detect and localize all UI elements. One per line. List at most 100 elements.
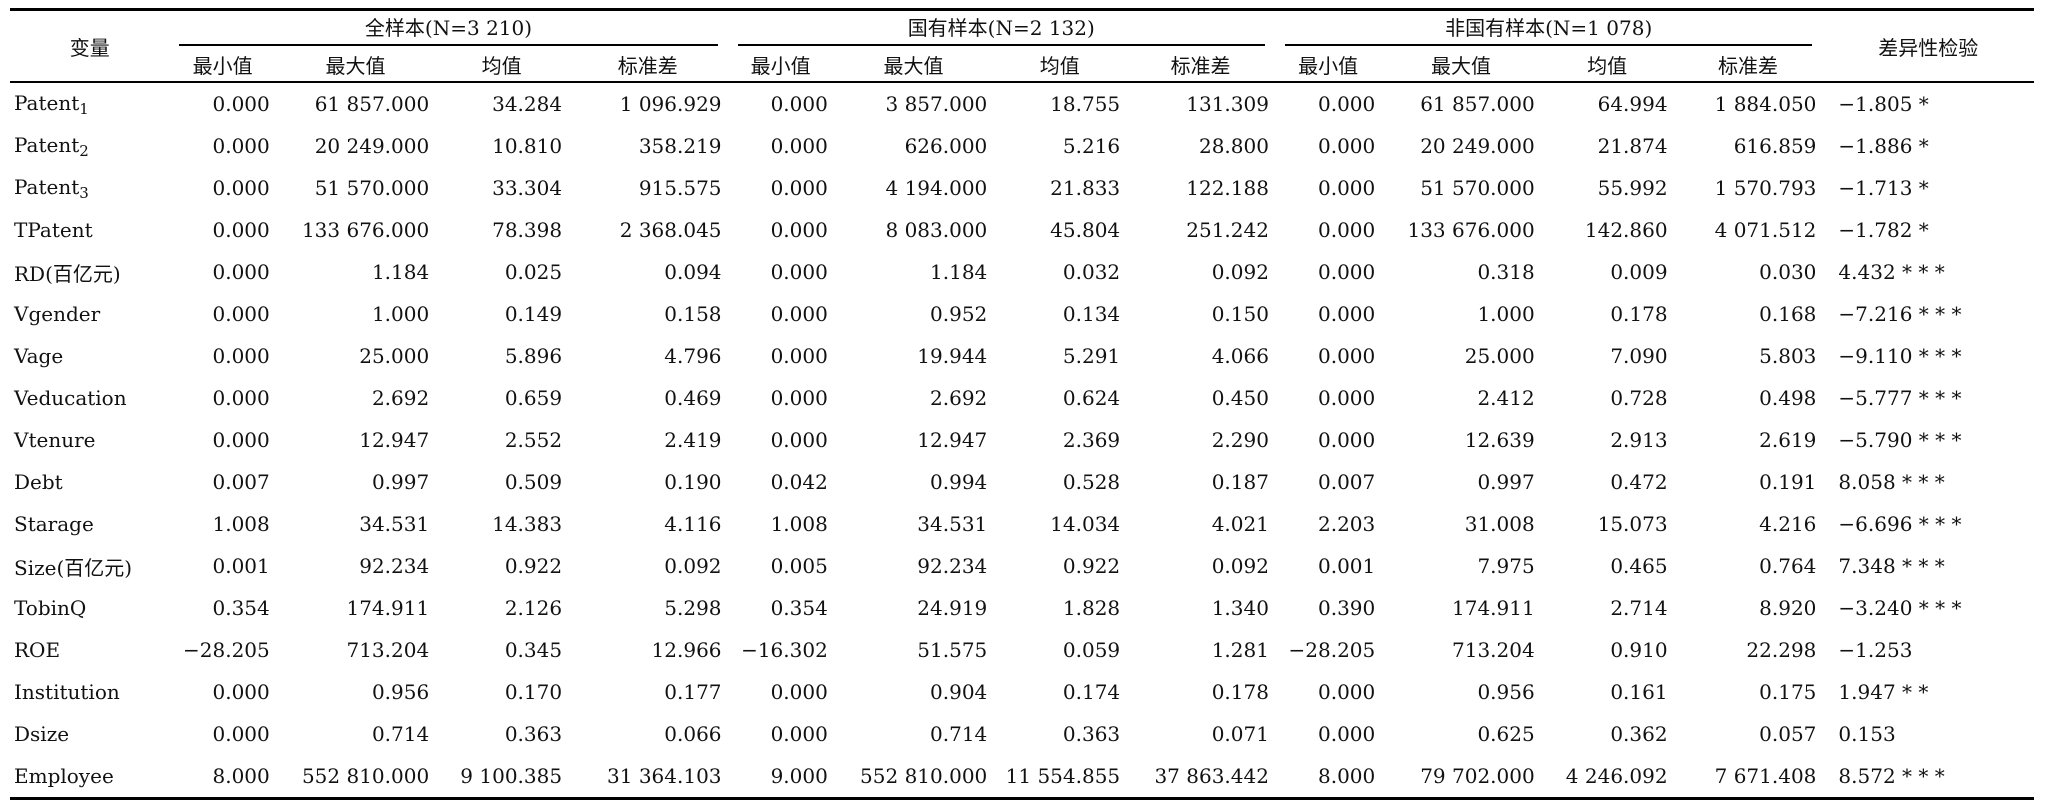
table-cell: 9 100.385 bbox=[435, 755, 569, 800]
mean-header: 均值 bbox=[435, 47, 569, 83]
statistic-header-row: 最小值 最大值 均值 标准差 最小值 最大值 均值 标准差 最小值 最大值 均值 标准差 bbox=[10, 47, 2034, 83]
max-value-header: 最大值 bbox=[833, 47, 994, 83]
variable-name: Employee bbox=[10, 755, 170, 800]
variable-label: Veducation bbox=[14, 386, 127, 410]
table-cell: 0.354 bbox=[770, 596, 828, 620]
table-cell: 0.000 bbox=[770, 428, 828, 452]
table-cell: 0.000 bbox=[770, 344, 828, 368]
table-row: Patent2 0.000 20 249.000 10.810 358.219 0.000… bbox=[10, 125, 2034, 167]
table-cell: 51.575 bbox=[917, 638, 988, 662]
table-cell: 552 810.000 bbox=[275, 755, 436, 800]
table-cell: 0.956 bbox=[371, 680, 430, 704]
table-cell: −28.205 bbox=[183, 638, 270, 662]
table-cell: 0.175 bbox=[1759, 680, 1817, 704]
table-cell: 0.000 bbox=[212, 680, 270, 704]
table-cell: 0.059 bbox=[1062, 638, 1121, 662]
table-cell: 0.030 bbox=[1759, 260, 1817, 284]
variable-label: Vgender bbox=[14, 302, 101, 326]
table-row: ROE −28.205 713.204 0.345 12.966 −16.302 51.57… bbox=[10, 629, 2034, 671]
table-cell: 174.911 bbox=[346, 596, 430, 620]
table-cell: 34.531 bbox=[359, 512, 430, 536]
table-row: Veducation 0.000 2.692 0.659 0.469 0.000 2.692… bbox=[10, 377, 2034, 419]
table-row: RD(百亿元) 0.000 1.184 0.025 0.094 0.000 1.184 0.0… bbox=[10, 251, 2034, 293]
difference-test-header: 差异性检验 bbox=[1822, 8, 2034, 83]
table-cell: 0.000 bbox=[1318, 386, 1376, 410]
table-cell: 0.187 bbox=[1211, 470, 1269, 494]
table-cell: 31.008 bbox=[1464, 512, 1535, 536]
table-cell: 0.528 bbox=[1062, 470, 1121, 494]
table-cell: 1.184 bbox=[371, 260, 430, 284]
table-cell: 0.000 bbox=[212, 176, 270, 200]
table-cell: 0.168 bbox=[1759, 302, 1817, 326]
table-cell: 21.833 bbox=[1050, 176, 1121, 200]
table-cell: 18.755 bbox=[1050, 92, 1121, 116]
table-cell: 0.005 bbox=[770, 554, 828, 578]
table-cell: 2.369 bbox=[1062, 428, 1121, 452]
table-cell: 0.345 bbox=[504, 638, 563, 662]
table-cell: 12.947 bbox=[359, 428, 430, 452]
table-cell: 9.000 bbox=[727, 755, 834, 800]
table-cell: 0.904 bbox=[930, 680, 988, 704]
variable-label: Dsize bbox=[14, 722, 70, 746]
variable-subscript: 1 bbox=[79, 99, 89, 118]
table-cell: 0.922 bbox=[504, 554, 563, 578]
table-cell: 1.184 bbox=[930, 260, 988, 284]
difference-test-value: −6.696 * * * bbox=[1838, 512, 1962, 536]
variable-label: Patent bbox=[14, 90, 80, 115]
table-cell: 12.639 bbox=[1464, 428, 1535, 452]
table-cell: 0.042 bbox=[770, 470, 828, 494]
variable-name: RD(百亿元) bbox=[10, 251, 169, 293]
std-dev-header: 标准差 bbox=[568, 47, 728, 83]
table-cell: 0.000 bbox=[1318, 92, 1376, 116]
table-cell: 20 249.000 bbox=[314, 134, 430, 158]
table-cell: 51 570.000 bbox=[314, 176, 430, 200]
table-cell: 0.000 bbox=[212, 386, 270, 410]
table-cell: 1.281 bbox=[1211, 638, 1269, 662]
table-cell: 8 083.000 bbox=[885, 218, 988, 242]
table-header: 变量 全样本(N=3 210) 国有样本(N=2 132) 非国有样本(N=1 … bbox=[10, 8, 2034, 83]
min-value-header: 最小值 bbox=[727, 47, 834, 83]
max-value-header: 最大值 bbox=[275, 47, 436, 83]
table-cell: 2.692 bbox=[930, 386, 988, 410]
non-state-owned-group-header: 非国有样本(N=1 078) bbox=[1274, 8, 1823, 47]
variable-name: Patent2 bbox=[10, 125, 169, 167]
table-cell: 31 364.103 bbox=[568, 755, 728, 800]
table-cell: 626.000 bbox=[904, 134, 988, 158]
table-cell: 4 194.000 bbox=[885, 176, 988, 200]
table-cell: 174.911 bbox=[1452, 596, 1535, 620]
table-cell: 92.234 bbox=[359, 554, 430, 578]
table-cell: 0.000 bbox=[212, 722, 270, 746]
table-cell: 0.000 bbox=[212, 302, 270, 326]
table-cell: 15.073 bbox=[1597, 512, 1668, 536]
difference-test-value: −1.782 * bbox=[1838, 218, 1929, 242]
table-cell: 0.000 bbox=[770, 92, 828, 116]
difference-test-value: −1.886 * bbox=[1838, 134, 1929, 158]
mean-header: 均值 bbox=[1540, 47, 1674, 83]
difference-test-value: −5.790 * * * bbox=[1838, 428, 1962, 452]
table-cell: 0.000 bbox=[1318, 134, 1376, 158]
table-cell: 0.149 bbox=[504, 302, 563, 326]
table-row: Vage 0.000 25.000 5.896 4.796 0.000 19.944 5.29… bbox=[10, 335, 2034, 377]
table-cell: 0.714 bbox=[371, 722, 430, 746]
table-row: Size(百亿元) 0.001 92.234 0.922 0.092 0.005 92.23… bbox=[10, 545, 2034, 587]
table-cell: 0.000 bbox=[1318, 176, 1376, 200]
table-cell: 0.057 bbox=[1759, 722, 1817, 746]
table-cell: 0.390 bbox=[1318, 596, 1376, 620]
table-cell: 5.298 bbox=[664, 596, 722, 620]
variable-label: Patent bbox=[14, 132, 80, 157]
difference-test-value: 8.572 * * * bbox=[1822, 755, 2034, 800]
table-cell: 0.000 bbox=[1318, 344, 1376, 368]
table-cell: 25.000 bbox=[1464, 344, 1535, 368]
variable-name: TobinQ bbox=[10, 587, 169, 629]
table-cell: 8.920 bbox=[1759, 596, 1817, 620]
table-cell: 0.000 bbox=[1318, 722, 1376, 746]
table-cell: 0.000 bbox=[212, 134, 270, 158]
table-row: TobinQ 0.354 174.911 2.126 5.298 0.354 24.919 1… bbox=[10, 587, 2034, 629]
variable-label: Size(百亿元) bbox=[14, 555, 133, 580]
table-cell: 0.032 bbox=[1062, 260, 1121, 284]
table-row: Vtenure 0.000 12.947 2.552 2.419 0.000 12.947 2… bbox=[10, 419, 2034, 461]
table-cell: 8.000 bbox=[1274, 755, 1382, 800]
variable-subscript: 3 bbox=[79, 183, 89, 202]
table-cell: 2.692 bbox=[371, 386, 430, 410]
table-cell: 0.000 bbox=[770, 218, 828, 242]
